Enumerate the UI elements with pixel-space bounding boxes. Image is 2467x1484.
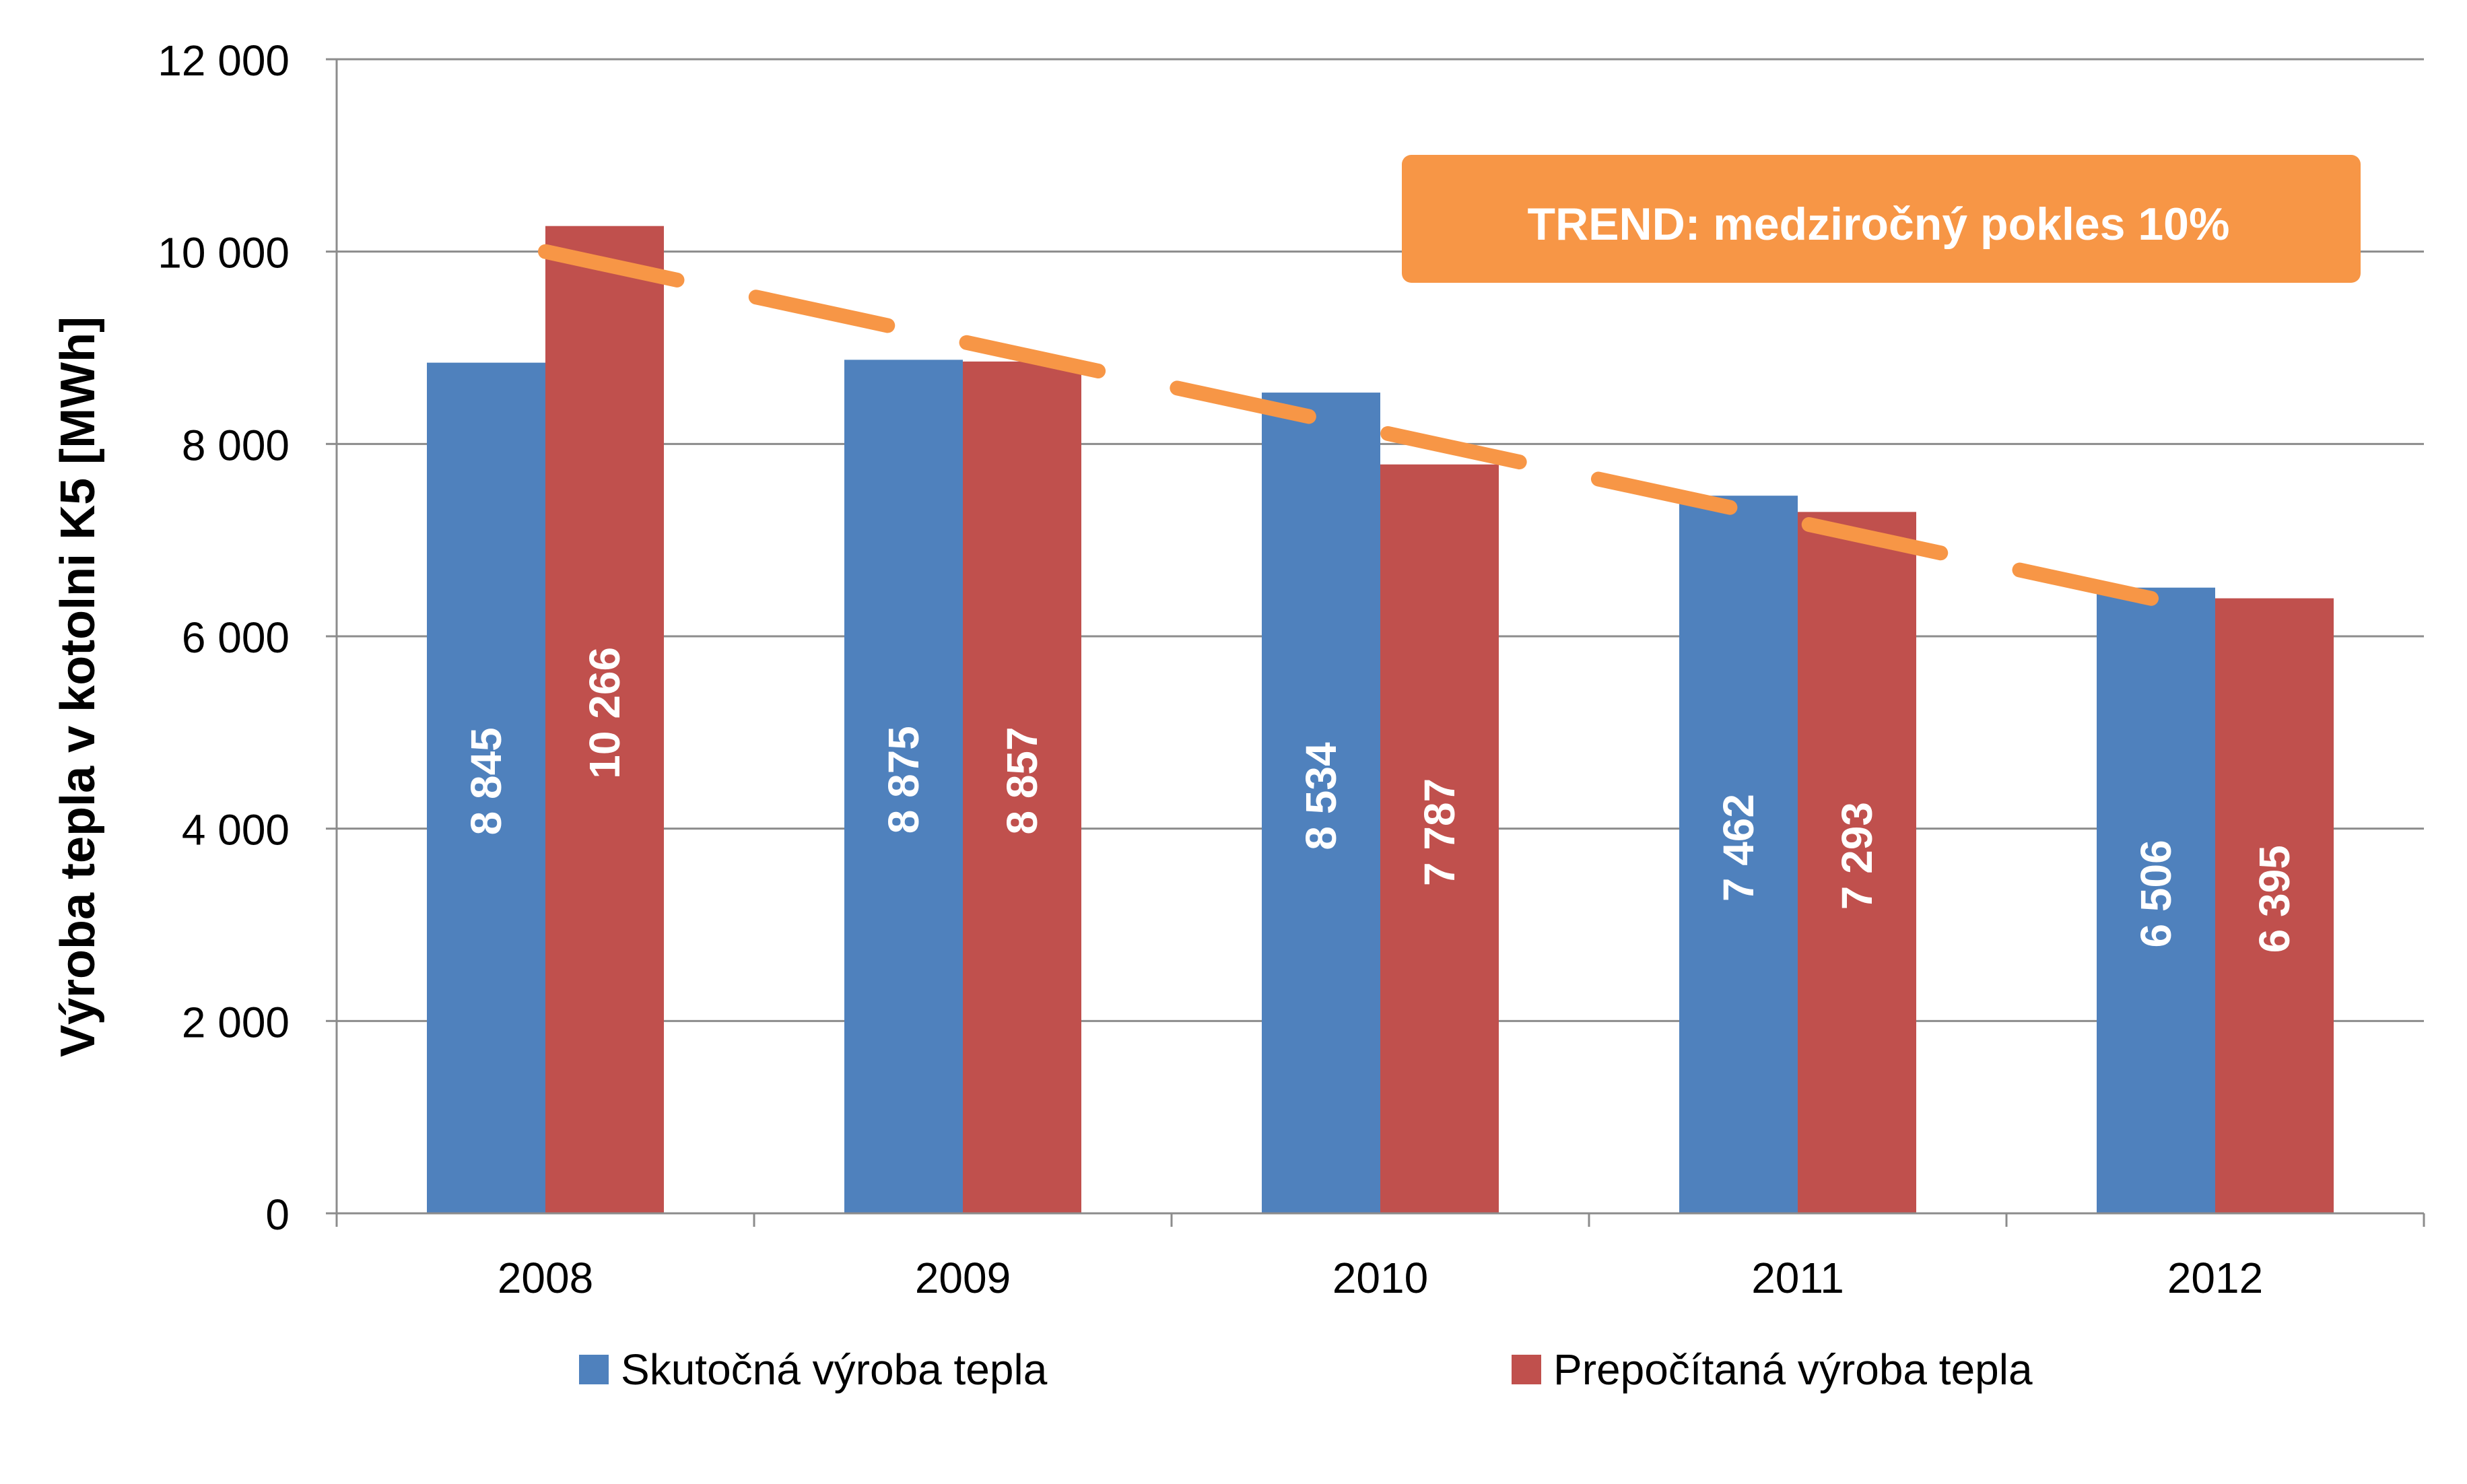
data-label: 6 506: [2132, 840, 2180, 947]
legend-swatch: [1512, 1355, 1541, 1384]
data-label: 7 787: [1415, 778, 1464, 886]
data-labels: 8 845 10 266 8 875 8 857 8 534 7 787 7 462 7 29…: [462, 647, 2299, 953]
data-label: 7 462: [1714, 794, 1763, 902]
bar-actual-2009: [844, 360, 963, 1213]
bar-actual-2010: [1262, 393, 1380, 1214]
legend-swatch: [579, 1355, 609, 1384]
y-tick-label: 12 000: [158, 36, 290, 85]
bar-actual-2011: [1679, 496, 1798, 1213]
data-label: 6 395: [2250, 845, 2299, 953]
bars: [427, 226, 2334, 1214]
x-tick-label: 2011: [1751, 1254, 1844, 1302]
y-axis-title: Výroba tepla v kotolni K5 [MWh]: [51, 316, 105, 1057]
y-tick-label: 6 000: [182, 613, 290, 662]
trend-dashed-line: [538, 244, 2223, 620]
y-tick-label: 4 000: [182, 806, 290, 854]
data-label: 8 534: [1297, 742, 1345, 850]
data-label: 8 857: [998, 727, 1046, 834]
y-tick-label: 2 000: [182, 998, 290, 1046]
data-label: 8 845: [462, 727, 510, 835]
trend-annotation: TREND: medziročný pokles 10%: [1402, 155, 2361, 283]
bar-actual-2008: [427, 362, 545, 1213]
bar-recalculated-2010: [1380, 464, 1499, 1213]
x-tick-label: 2008: [498, 1254, 593, 1302]
trend-annotation-box: [1402, 155, 2361, 283]
trend-line: [538, 244, 2223, 620]
data-label: 7 293: [1833, 802, 1881, 910]
trend-annotation-text: TREND: medziročný pokles 10%: [1528, 199, 2230, 250]
x-tick-label: 2010: [1332, 1254, 1428, 1302]
bar-recalculated-2011: [1798, 512, 1916, 1213]
gridlines: 0 2 000 4 000 6 000 8 000 10 000 12 000: [158, 36, 2424, 1239]
data-label: 8 875: [879, 726, 928, 834]
legend-label: Skutočná výroba tepla: [621, 1345, 1048, 1394]
y-tick-label: 8 000: [182, 421, 290, 469]
data-label: 10 266: [580, 647, 629, 779]
legend-label: Prepočítaná výroba tepla: [1553, 1345, 2033, 1394]
y-tick-label: 10 000: [158, 229, 290, 277]
bar-recalculated-2008: [545, 226, 664, 1214]
x-tick-label: 2009: [915, 1254, 1011, 1302]
bar-actual-2012: [2097, 587, 2215, 1213]
legend: Skutočná výroba tepla Prepočítaná výroba …: [579, 1345, 2033, 1394]
x-tick-label: 2012: [2167, 1254, 2263, 1302]
axes: 2008 2009 2010 2011 2012: [335, 59, 2425, 1302]
bar-recalculated-2012: [2215, 598, 2334, 1213]
y-tick-label: 0: [265, 1190, 290, 1239]
bar-recalculated-2009: [963, 361, 1081, 1213]
